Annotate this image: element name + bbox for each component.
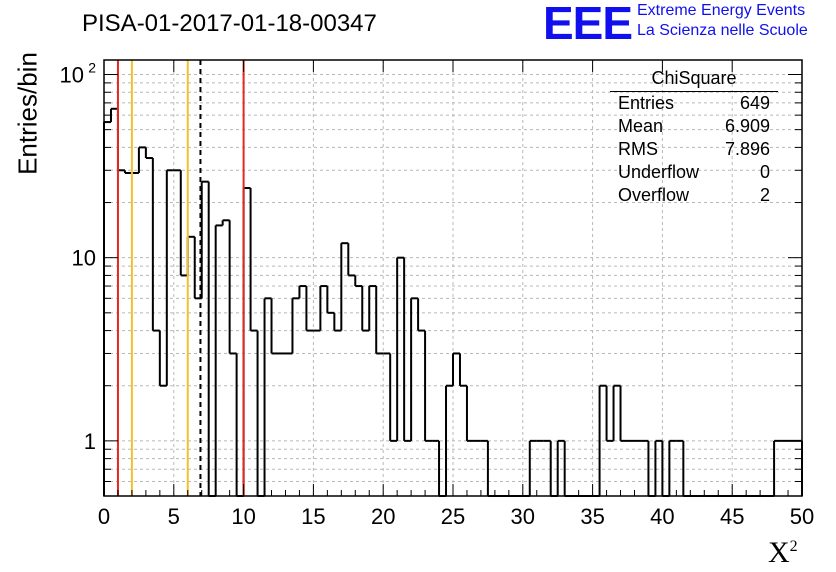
stats-box: ChiSquare Entries 649 Mean 6.909 RMS 7.896 …: [610, 66, 778, 207]
x-axis-label: X2: [768, 536, 798, 569]
logo-line-1: Extreme Energy Events: [637, 2, 806, 19]
x-tick-label: 30: [511, 504, 535, 529]
y-tick-label: 10: [60, 63, 84, 88]
stats-name: ChiSquare: [610, 66, 778, 92]
x-tick-label: 25: [441, 504, 465, 529]
x-tick-label: 15: [301, 504, 325, 529]
x-tick-label: 45: [720, 504, 744, 529]
x-tick-label: 35: [580, 504, 604, 529]
x-tick-label: 20: [371, 504, 395, 529]
x-tick-label: 40: [650, 504, 674, 529]
x-tick-label: 10: [231, 504, 255, 529]
x-tick-label: 50: [790, 504, 814, 529]
stats-row-mean: Mean 6.909: [618, 116, 770, 136]
y-tick-label: 10: [72, 246, 96, 271]
chart-title: PISA-01-2017-01-18-00347: [82, 10, 377, 37]
x-tick-label: 5: [168, 504, 180, 529]
x-tick-label: 0: [98, 504, 110, 529]
y-tick-exponent: 2: [88, 60, 96, 76]
stats-row-overflow: Overflow 2: [618, 185, 770, 205]
y-axis-label: Entries/bin: [12, 52, 43, 175]
y-tick-label: 1: [84, 429, 96, 454]
eee-logo: EEE: [543, 0, 633, 49]
stats-row-entries: Entries 649: [618, 93, 770, 113]
stats-row-underflow: Underflow 0: [618, 162, 770, 182]
stats-row-rms: RMS 7.896: [618, 139, 770, 159]
logo-line-2: La Scienza nelle Scuole: [637, 22, 808, 39]
